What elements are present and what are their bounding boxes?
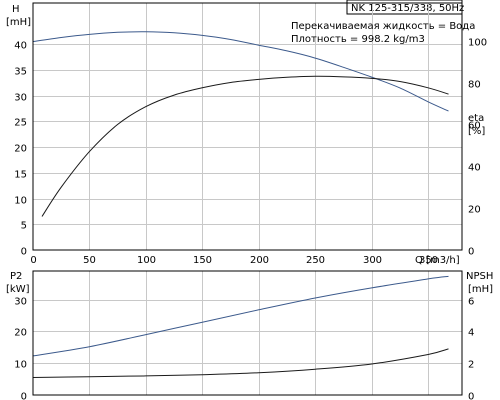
x-tick-label: 200 <box>250 255 269 266</box>
top-left-tick-label: 20 <box>14 144 27 155</box>
x-axis-label: Q [m3/h] <box>415 255 460 266</box>
top-left-tick-label: 25 <box>14 118 27 129</box>
bottom-left-tick-label: 20 <box>14 328 27 339</box>
top-left-tick-label: 40 <box>14 41 27 52</box>
top-left-tick-label: 30 <box>14 93 27 104</box>
bottom-series-line-right <box>32 348 449 378</box>
top-left-axis-unit: [mH] <box>6 17 31 28</box>
bottom-left-tick-label: 0 <box>21 392 27 400</box>
x-tick-label: 150 <box>193 255 212 266</box>
top-right-tick-label: 60 <box>468 121 481 132</box>
x-tick-label: 50 <box>83 255 96 266</box>
bottom-right-tick-label: 2 <box>468 360 474 371</box>
bottom-left-axis-unit: [kW] <box>6 284 30 295</box>
top-panel: 0 50 100 150 200 250 300 350 0 5 10 15 20 25 30 35 40 0 20… <box>6 2 487 266</box>
annotation-liquid: Перекачиваемая жидкость = Вода <box>291 21 475 32</box>
x-tick-label: 250 <box>306 255 325 266</box>
annotation-density: Плотность = 998.2 kg/m3 <box>291 34 425 45</box>
bottom-left-axis-name: P2 <box>10 271 22 282</box>
bottom-right-axis-name: NPSH <box>466 271 493 282</box>
bottom-right-tick-label: 6 <box>468 297 474 308</box>
top-right-tick-label: 20 <box>468 205 481 216</box>
top-right-tick-label: 40 <box>468 163 481 174</box>
top-left-axis-name: H <box>12 4 20 15</box>
bottom-left-tick-label: 30 <box>14 297 27 308</box>
x-tick-label: 350 <box>419 255 438 266</box>
bottom-right-axis-unit: [mH] <box>468 284 493 295</box>
top-left-tick-label: 15 <box>14 170 27 181</box>
top-right-axis-name: eta <box>468 113 484 124</box>
top-left-tick-label: 5 <box>21 221 27 232</box>
bottom-panel-frame <box>32 270 463 396</box>
top-left-tick-label: 35 <box>14 67 27 78</box>
top-right-tick-label: 80 <box>468 80 481 91</box>
bottom-right-tick-label: 0 <box>468 392 474 400</box>
chart-title: NK 125-315/338, 50Hz <box>351 3 464 14</box>
bottom-panel: 0 10 20 30 0 2 4 6 P2 [kW] NPSH [mH] <box>6 270 493 400</box>
top-right-tick-label: 0 <box>468 247 474 258</box>
top-right-tick-label: 100 <box>468 38 487 49</box>
bottom-right-tick-label: 4 <box>468 328 474 339</box>
bottom-series-line-left <box>32 275 449 357</box>
top-panel-frame <box>32 2 463 251</box>
top-series-line-right <box>41 75 449 217</box>
x-tick-label: 0 <box>30 255 36 266</box>
x-tick-label: 300 <box>363 255 382 266</box>
bottom-left-tick-label: 10 <box>14 360 27 371</box>
x-tick-label: 100 <box>137 255 156 266</box>
top-series-line-left <box>32 31 449 112</box>
top-left-tick-label: 0 <box>21 247 27 258</box>
top-right-axis-unit: [%] <box>468 126 485 137</box>
top-left-tick-label: 10 <box>14 196 27 207</box>
